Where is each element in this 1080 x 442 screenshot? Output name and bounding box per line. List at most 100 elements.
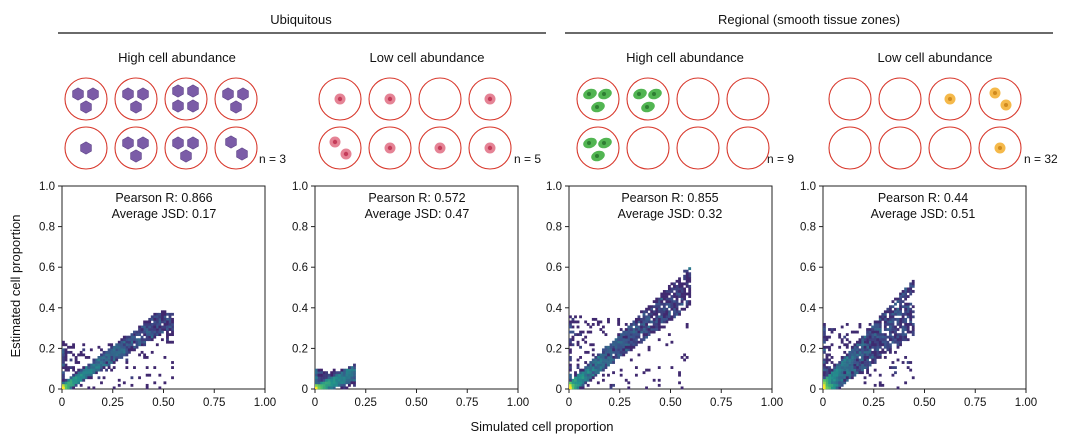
density-cell xyxy=(350,371,354,375)
density-cell xyxy=(100,358,103,362)
density-cell xyxy=(685,284,689,288)
density-cell xyxy=(685,282,689,286)
density-cell xyxy=(845,323,849,326)
density-cell xyxy=(866,363,869,367)
density-cell xyxy=(850,345,854,349)
density-cell xyxy=(891,340,895,344)
cell-nucleus-icon xyxy=(437,145,443,151)
density-cell xyxy=(871,345,875,349)
density-cell xyxy=(881,335,885,339)
density-cell xyxy=(876,343,880,347)
density-cell xyxy=(327,376,331,380)
density-cell xyxy=(117,378,121,382)
density-cell xyxy=(130,376,134,380)
density-cell xyxy=(911,376,915,380)
cell-hexagon-icon xyxy=(122,136,134,150)
density-cell xyxy=(899,317,902,321)
tissue-spot xyxy=(64,126,108,170)
density-cell xyxy=(330,371,334,375)
density-cell xyxy=(647,330,651,334)
density-cell xyxy=(591,368,595,372)
x-tick-label: 0.75 xyxy=(964,397,986,409)
density-cell xyxy=(153,366,157,369)
density-cell xyxy=(94,368,98,372)
density-cell xyxy=(909,292,913,296)
density-cell xyxy=(680,307,684,311)
density-cell xyxy=(647,305,651,309)
density-cell xyxy=(150,328,154,331)
density-cell xyxy=(838,381,842,385)
density-cell xyxy=(673,302,676,306)
density-cell xyxy=(655,300,659,304)
density-cell xyxy=(683,269,687,273)
density-cell xyxy=(850,361,854,364)
density-cell xyxy=(353,378,356,382)
density-cell xyxy=(576,383,580,387)
density-cell xyxy=(591,323,595,326)
density-cell xyxy=(833,363,836,367)
density-cell xyxy=(100,381,103,385)
density-cell xyxy=(823,325,826,329)
density-cell xyxy=(688,267,692,271)
density-cell xyxy=(680,297,684,301)
density-cell xyxy=(627,338,631,342)
density-cell xyxy=(62,361,65,364)
density-cell xyxy=(662,305,666,309)
density-cell xyxy=(596,371,600,375)
density-cell xyxy=(833,366,836,369)
density-cell xyxy=(148,335,152,339)
density-cell xyxy=(586,378,590,382)
density-cell xyxy=(607,363,610,367)
density-cell xyxy=(850,376,854,380)
cell-nucleus-icon xyxy=(487,145,493,151)
group-label: Ubiquitous xyxy=(270,12,332,27)
density-cell xyxy=(840,358,844,362)
density-cell xyxy=(667,312,671,316)
density-cell xyxy=(89,376,93,380)
density-cell xyxy=(863,343,867,347)
density-cell xyxy=(678,287,681,291)
density-cell xyxy=(894,310,897,314)
density-cell xyxy=(650,330,654,334)
density-cell xyxy=(100,356,103,359)
cell-hexagon-icon xyxy=(172,84,184,98)
density-cell xyxy=(581,373,585,377)
density-cell xyxy=(894,330,897,334)
density-cell xyxy=(823,376,826,380)
density-cell xyxy=(876,320,880,324)
density-cell xyxy=(591,353,595,357)
density-cell xyxy=(911,284,915,288)
density-cell xyxy=(652,378,656,382)
density-cell xyxy=(140,343,144,347)
density-cell xyxy=(871,340,875,344)
density-cell xyxy=(680,282,684,286)
density-cell xyxy=(627,340,631,344)
density-cell xyxy=(886,328,890,331)
density-cell xyxy=(670,300,674,304)
density-cell xyxy=(629,340,633,344)
density-cell xyxy=(569,350,572,354)
density-cell xyxy=(622,353,626,357)
density-cell xyxy=(62,356,65,359)
density-cell xyxy=(120,348,124,352)
cell-nucleus-icon xyxy=(387,145,393,151)
density-cell xyxy=(345,368,349,372)
density-cell xyxy=(166,328,169,331)
density-cell xyxy=(873,340,877,344)
density-cell xyxy=(579,330,582,334)
density-cell xyxy=(881,338,885,342)
density-cell xyxy=(657,300,661,304)
density-cell xyxy=(107,363,111,367)
density-cell xyxy=(850,368,854,372)
density-cell xyxy=(171,317,174,321)
density-cell xyxy=(110,353,114,357)
density-cell xyxy=(657,338,661,342)
density-cell xyxy=(332,386,336,390)
density-cell xyxy=(835,366,839,369)
y-axis-title: Estimated cell proportion xyxy=(8,214,23,357)
density-cell xyxy=(591,361,595,364)
spot-outline xyxy=(676,126,720,170)
density-cell xyxy=(853,366,857,369)
density-cell xyxy=(680,302,684,306)
